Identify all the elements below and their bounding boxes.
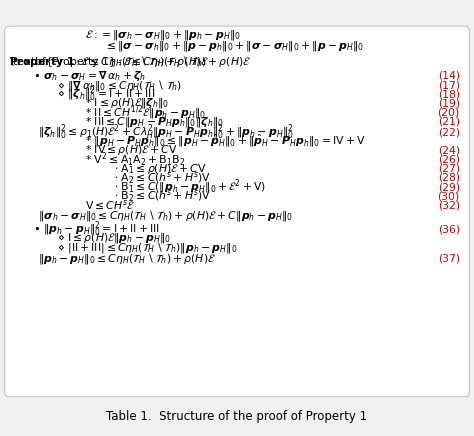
- Text: (36): (36): [438, 225, 460, 234]
- Text: $\diamond\ \|\boldsymbol{\zeta}_h\|_0^2 = \mathrm{I} + \mathrm{II} + \mathrm{III: $\diamond\ \|\boldsymbol{\zeta}_h\|_0^2 …: [57, 85, 155, 104]
- Text: $\diamond\ \mathrm{I} \leq \rho(H)\mathcal{E}\|\boldsymbol{p}_h - \boldsymbol{p}: $\diamond\ \mathrm{I} \leq \rho(H)\mathc…: [57, 232, 171, 245]
- Text: $\cdot\ \mathrm{A}_2 \leq C(h^s + H^s)\mathrm{V}$: $\cdot\ \mathrm{A}_2 \leq C(h^s + H^s)\m…: [114, 170, 211, 186]
- Text: $\diamond\ |\mathrm{II} + \mathrm{III}| \leq C\eta_H(\mathcal{T}_H \setminus \ma: $\diamond\ |\mathrm{II} + \mathrm{III}| …: [57, 240, 237, 255]
- Text: $*\ \mathrm{II} \leq CH^{1/2}\mathcal{E}\|\boldsymbol{p}_h - \boldsymbol{p}_H\|_: $*\ \mathrm{II} \leq CH^{1/2}\mathcal{E}…: [85, 103, 207, 122]
- Text: (21): (21): [438, 117, 460, 126]
- Text: (37): (37): [438, 253, 460, 263]
- Text: $\cdot\ \mathrm{B}_1 \leq C(\|\boldsymbol{p}_h - \boldsymbol{p}_H\|_0 + \mathcal: $\cdot\ \mathrm{B}_1 \leq C(\|\boldsymbo…: [114, 178, 266, 196]
- Text: (27): (27): [438, 164, 460, 174]
- Text: $\leq\|\boldsymbol{\sigma} - \boldsymbol{\sigma}_h\|_0 + \|\boldsymbol{p} - \bol: $\leq\|\boldsymbol{\sigma} - \boldsymbol…: [104, 39, 365, 53]
- Text: Table 1.  Structure of the proof of Property 1: Table 1. Structure of the proof of Prope…: [107, 410, 367, 423]
- Text: $\mathrm{V} \leq CH^s\mathcal{E}$: $\mathrm{V} \leq CH^s\mathcal{E}$: [85, 198, 136, 212]
- Text: (30): (30): [438, 191, 460, 201]
- Text: $\|\boldsymbol{\zeta}_h\|_0^2 \leq \rho_1(H)\mathcal{E}^2 + C\lambda_H^2\|\bolds: $\|\boldsymbol{\zeta}_h\|_0^2 \leq \rho_…: [38, 123, 294, 142]
- Text: $*\ \mathrm{IV} \leq \rho(H)\mathcal{E} + C\mathrm{V}$: $*\ \mathrm{IV} \leq \rho(H)\mathcal{E} …: [85, 143, 178, 157]
- Text: $\bullet\ \|\boldsymbol{p}_h - \boldsymbol{p}_H\|_0^2 = \mathrm{I} + \mathrm{II}: $\bullet\ \|\boldsymbol{p}_h - \boldsymb…: [33, 220, 160, 239]
- Text: $\diamond\ \|\boldsymbol{\nabla}\,\alpha_h\|_0 \leq C\eta_H(\mathcal{T}_H \setmi: $\diamond\ \|\boldsymbol{\nabla}\,\alpha…: [57, 78, 182, 92]
- Text: $*\ \mathrm{V}^2 \leq \mathrm{A}_1\mathrm{A}_2 + \mathrm{B}_1\mathrm{B}_2$: $*\ \mathrm{V}^2 \leq \mathrm{A}_1\mathr…: [85, 150, 185, 169]
- Text: $*\ \mathrm{III} \leq C\|\boldsymbol{p}_H - \boldsymbol{P}_H\boldsymbol{p}_h\|_0: $*\ \mathrm{III} \leq C\|\boldsymbol{p}_…: [85, 115, 224, 129]
- Text: (14): (14): [438, 71, 460, 81]
- Text: (19): (19): [438, 99, 460, 108]
- Text: \textbf{Property 1}$: \mathcal{E} \leq C\eta_H(\mathcal{T}_H \setminus \mathcal{: \textbf{Property 1}$: \mathcal{E} \leq C…: [9, 54, 252, 69]
- Text: (28): (28): [438, 173, 460, 183]
- Text: (26): (26): [438, 155, 460, 164]
- Text: (17): (17): [438, 80, 460, 90]
- FancyBboxPatch shape: [5, 26, 469, 397]
- Text: $\cdot\ \mathrm{A}_1 \leq \rho(H)\mathcal{E} + C\mathrm{V}$: $\cdot\ \mathrm{A}_1 \leq \rho(H)\mathca…: [114, 162, 207, 176]
- Text: $\cdot\ \mathrm{B}_2 \leq C(h^s + H^s)\mathrm{V}$: $\cdot\ \mathrm{B}_2 \leq C(h^s + H^s)\m…: [114, 188, 211, 204]
- Text: $\mathbf{Property\ 1}$$: \mathcal{E} \leq C\eta_H(\mathcal{T}_H \setminus \mathc: $\mathbf{Property\ 1}$$: \mathcal{E} \le…: [9, 54, 210, 69]
- Text: (18): (18): [438, 89, 460, 99]
- Text: $*\ \|\boldsymbol{p}_H - \boldsymbol{P}_H\boldsymbol{p}_h\|_0 \leq \|\boldsymbol: $*\ \|\boldsymbol{p}_H - \boldsymbol{P}_…: [85, 133, 366, 150]
- Text: (20): (20): [438, 108, 460, 117]
- Text: (22): (22): [438, 127, 460, 137]
- Text: (32): (32): [438, 201, 460, 210]
- Text: (24): (24): [438, 146, 460, 155]
- Text: (29): (29): [438, 182, 460, 192]
- Text: $*\ \mathrm{I} \leq \rho(H)\mathcal{E}\|\boldsymbol{\zeta}_h\|_0$: $*\ \mathrm{I} \leq \rho(H)\mathcal{E}\|…: [85, 96, 169, 110]
- Text: $\mathcal{E} :=\|\boldsymbol{\sigma}_h - \boldsymbol{\sigma}_H\|_0 + \|\boldsymb: $\mathcal{E} :=\|\boldsymbol{\sigma}_h -…: [85, 28, 241, 42]
- Text: $\|\boldsymbol{\sigma}_h - \boldsymbol{\sigma}_H\|_0 \leq C\eta_H(\mathcal{T}_H : $\|\boldsymbol{\sigma}_h - \boldsymbol{\…: [38, 208, 293, 223]
- Text: $\|\boldsymbol{p}_h - \boldsymbol{p}_H\|_0 \leq C\eta_H(\mathcal{T}_H \setminus : $\|\boldsymbol{p}_h - \boldsymbol{p}_H\|…: [38, 251, 216, 266]
- Text: $\bullet\ \boldsymbol{\sigma}_h - \boldsymbol{\sigma}_H = \boldsymbol{\nabla}\,\: $\bullet\ \boldsymbol{\sigma}_h - \bolds…: [33, 69, 146, 83]
